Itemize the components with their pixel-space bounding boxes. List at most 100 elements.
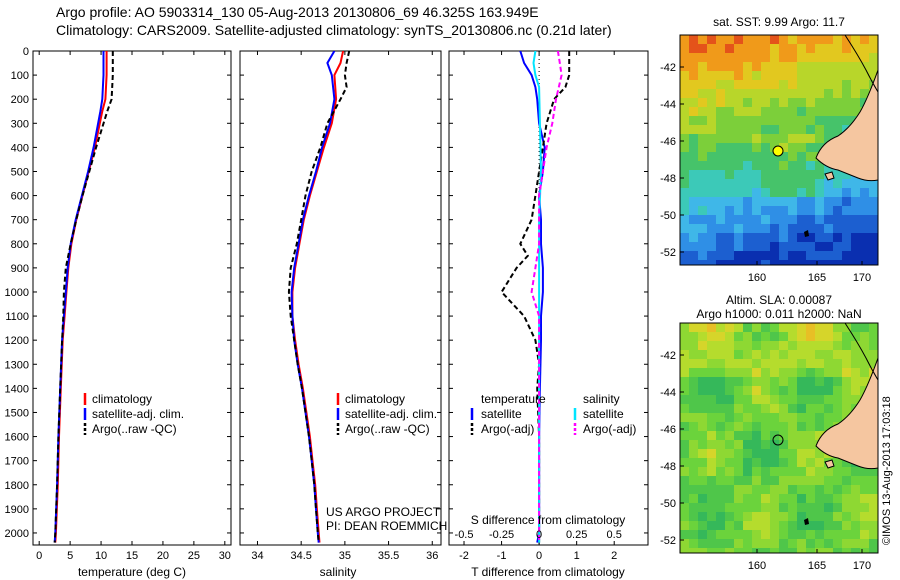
map-cell <box>815 458 825 468</box>
map-cell <box>680 143 690 153</box>
map-cell <box>761 44 771 54</box>
x-tick-label: 1 <box>574 550 580 562</box>
map-cell <box>806 197 816 207</box>
map-cell <box>689 260 699 265</box>
map-cell <box>797 539 807 549</box>
map-cell <box>707 332 717 342</box>
map-cell <box>734 206 744 216</box>
map-cell <box>707 98 717 108</box>
x-tick-label: 35.5 <box>378 550 399 562</box>
map-cell <box>743 449 753 459</box>
map-cell <box>788 332 798 342</box>
map-cell <box>698 107 708 117</box>
map-cell <box>761 188 771 198</box>
map-cell <box>851 260 861 265</box>
map-cell <box>842 395 852 405</box>
map-cell <box>806 35 816 45</box>
map-cell <box>698 143 708 153</box>
map-cell <box>698 44 708 54</box>
map-cell <box>788 206 798 216</box>
sst-map-title: sat. SST: 9.99 Argo: 11.7 <box>713 15 845 29</box>
map-cell <box>851 476 861 486</box>
map-cell <box>824 323 834 333</box>
map-cell <box>770 440 780 450</box>
map-cell <box>824 503 834 513</box>
map-cell <box>689 71 699 81</box>
map-cell <box>779 206 789 216</box>
map-cell <box>698 548 708 553</box>
map-cell <box>716 224 726 234</box>
map-cell <box>689 206 699 216</box>
x-tick-label: 0 <box>36 550 42 562</box>
map-cell <box>851 386 861 396</box>
map-cell <box>707 413 717 423</box>
map-cell <box>815 224 825 234</box>
map-cell <box>725 53 735 63</box>
map-cell <box>788 98 798 108</box>
map-cell <box>725 431 735 441</box>
map-cell <box>869 53 878 63</box>
map-cell <box>716 341 726 351</box>
map-cell <box>743 161 753 171</box>
map-cell <box>725 134 735 144</box>
map-cell <box>743 242 753 252</box>
x-tick-label: 35 <box>339 550 351 562</box>
map-cell <box>869 62 878 72</box>
map-cell <box>860 530 870 540</box>
map-cell <box>761 476 771 486</box>
map-cell <box>779 125 789 135</box>
legend-title-salinity: salinity <box>583 392 620 406</box>
map-cell <box>842 521 852 531</box>
map-cell <box>680 233 690 243</box>
map-cell <box>788 107 798 117</box>
map-cell <box>815 521 825 531</box>
map-cell <box>851 62 861 72</box>
map-cell <box>698 161 708 171</box>
x-tick-label: 30 <box>219 550 231 562</box>
map-cell <box>788 89 798 99</box>
map-cell <box>815 494 825 504</box>
map-cell <box>752 530 762 540</box>
map-x-tick-label: 165 <box>808 272 826 284</box>
map-cell <box>716 197 726 207</box>
map-cell <box>743 80 753 90</box>
map-cell <box>824 422 834 432</box>
map-cell <box>797 503 807 513</box>
map-cell <box>707 116 717 126</box>
map-cell <box>734 35 744 45</box>
map-cell <box>797 404 807 414</box>
y-tick-label: 1700 <box>5 456 29 468</box>
map-cell <box>734 512 744 522</box>
map-cell <box>779 467 789 477</box>
map-cell <box>851 539 861 549</box>
sla-map-frame <box>679 322 879 554</box>
map-cell <box>761 341 771 351</box>
map-cell <box>806 449 816 459</box>
map-cell <box>770 161 780 171</box>
map-cell <box>815 512 825 522</box>
map-cell <box>833 359 843 369</box>
map-cell <box>698 215 708 225</box>
map-cell <box>734 332 744 342</box>
map-cell <box>779 494 789 504</box>
map-cell <box>761 539 771 549</box>
map-cell <box>824 404 834 414</box>
map-cell <box>797 71 807 81</box>
map-cell <box>725 485 735 495</box>
map-cell <box>851 503 861 513</box>
argo-float-position <box>772 434 784 446</box>
map-cell <box>869 323 878 333</box>
map-cell <box>707 170 717 180</box>
map-cell <box>770 71 780 81</box>
map-cell <box>806 251 816 261</box>
map-cell <box>824 530 834 540</box>
temperature-series <box>53 51 114 543</box>
map-cell <box>788 404 798 414</box>
map-cell <box>734 170 744 180</box>
map-cell <box>716 71 726 81</box>
map-cell <box>716 89 726 99</box>
map-cell <box>752 539 762 549</box>
map-cell <box>869 359 878 369</box>
map-cell <box>752 359 762 369</box>
map-cell <box>752 449 762 459</box>
